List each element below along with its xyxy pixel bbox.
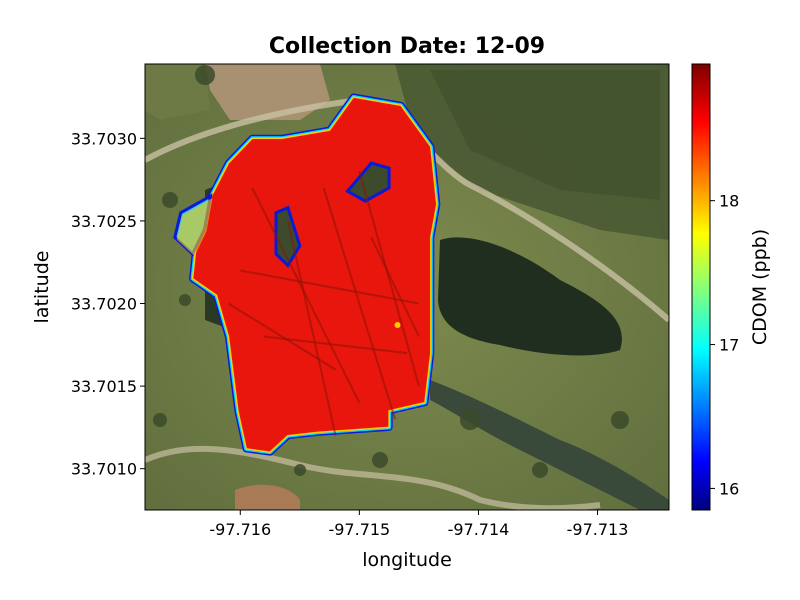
colorbar bbox=[691, 63, 711, 511]
transect-streak-7 bbox=[370, 237, 420, 337]
x-tick-label-1: -97.715 bbox=[328, 520, 390, 539]
colorbar-ticks: 16 17 18 bbox=[710, 192, 739, 498]
west-strip-core bbox=[176, 198, 213, 256]
transect-streak-6 bbox=[227, 302, 337, 371]
transect-streak-3 bbox=[358, 171, 420, 387]
transect-streak-0 bbox=[251, 187, 361, 404]
y-axis-ticks: 33.7010 33.7015 33.7020 33.7025 33.7030 bbox=[71, 129, 145, 479]
y-tick-label-4: 33.7030 bbox=[71, 129, 137, 148]
y-tick-label-0: 33.7010 bbox=[71, 460, 137, 479]
hotspot bbox=[394, 321, 401, 328]
y-tick-label-3: 33.7025 bbox=[71, 212, 137, 231]
colorbar-tick-label-0: 16 bbox=[719, 479, 739, 498]
x-axis-label: longitude bbox=[362, 549, 452, 571]
x-tick-label-3: -97.713 bbox=[567, 520, 629, 539]
transect-streak-2 bbox=[322, 187, 397, 420]
chart-title: Collection Date: 12-09 bbox=[269, 34, 545, 59]
x-axis-ticks: -97.716 -97.715 -97.714 -97.713 bbox=[209, 510, 628, 539]
colorbar-tick-label-2: 18 bbox=[719, 192, 739, 211]
plot-frame bbox=[144, 63, 670, 511]
y-tick-label-2: 33.7020 bbox=[71, 295, 137, 314]
x-tick-label-2: -97.714 bbox=[448, 520, 510, 539]
transect-streak-4 bbox=[240, 269, 420, 305]
colorbar-label: CDOM (ppb) bbox=[749, 229, 771, 345]
colorbar-tick-label-1: 17 bbox=[719, 336, 739, 355]
y-tick-label-1: 33.7015 bbox=[71, 377, 137, 396]
y-axis-label: latitude bbox=[31, 251, 53, 324]
island-0 bbox=[345, 161, 391, 203]
x-tick-label-0: -97.716 bbox=[209, 520, 271, 539]
cdom-overlay bbox=[173, 93, 441, 456]
transect-streak-1 bbox=[286, 220, 337, 436]
